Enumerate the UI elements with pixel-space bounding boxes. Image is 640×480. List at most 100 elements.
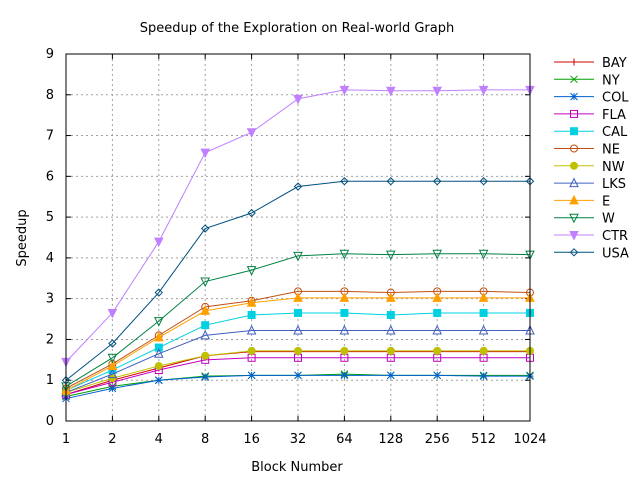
point-nw bbox=[386, 346, 395, 355]
point-usa bbox=[154, 288, 164, 297]
line-nw bbox=[65, 350, 530, 393]
point-lks bbox=[385, 324, 396, 335]
legend-label-e: E bbox=[602, 194, 610, 209]
point-col bbox=[154, 376, 163, 385]
point-w bbox=[385, 250, 396, 261]
point-nw bbox=[340, 346, 349, 355]
series-ctr bbox=[61, 85, 535, 368]
point-col bbox=[294, 371, 302, 380]
legend-marker-fla bbox=[570, 109, 578, 118]
point-nw bbox=[247, 346, 256, 355]
y-tick-label: 1 bbox=[46, 373, 54, 388]
point-w bbox=[478, 249, 489, 260]
point-ctr bbox=[107, 308, 118, 319]
point-ctr bbox=[246, 128, 257, 138]
series-w bbox=[61, 249, 535, 392]
line-usa bbox=[65, 180, 530, 381]
legend-item-ctr: CTR bbox=[554, 229, 628, 244]
legend: BAY NY COL FLA CAL NE NW LKS EW CTR USA bbox=[554, 56, 629, 261]
legend-label-w: W bbox=[602, 212, 615, 227]
point-lks bbox=[478, 324, 489, 335]
legend-label-col: COL bbox=[602, 91, 629, 106]
point-e bbox=[107, 360, 118, 370]
line-w bbox=[65, 253, 531, 387]
legend-marker-ny bbox=[570, 75, 578, 84]
point-col bbox=[108, 384, 117, 393]
point-e bbox=[246, 297, 257, 307]
legend-item-nw: NW bbox=[554, 160, 625, 175]
point-lks bbox=[246, 324, 257, 335]
series-col bbox=[62, 371, 534, 403]
y-tick-label: 2 bbox=[46, 332, 54, 347]
point-e bbox=[385, 292, 396, 302]
legend-marker-usa bbox=[569, 248, 579, 257]
point-w bbox=[432, 249, 443, 260]
series-nw bbox=[62, 346, 534, 397]
legend-label-ny: NY bbox=[602, 73, 620, 88]
x-tick-label: 2 bbox=[108, 432, 116, 447]
x-tick-label: 128 bbox=[378, 432, 403, 447]
point-usa bbox=[432, 177, 442, 186]
y-axis-label: Speedup bbox=[15, 209, 30, 266]
point-w bbox=[200, 277, 211, 288]
point-usa bbox=[108, 339, 117, 348]
point-w bbox=[107, 353, 118, 364]
grid bbox=[66, 54, 530, 421]
legend-item-ny: NY bbox=[554, 73, 620, 88]
point-cal bbox=[201, 321, 210, 330]
point-cal bbox=[247, 310, 256, 319]
plot-frame bbox=[65, 53, 531, 422]
y-tick-label: 8 bbox=[46, 88, 54, 103]
point-col bbox=[247, 371, 256, 380]
point-cal bbox=[340, 308, 349, 317]
point-ctr bbox=[339, 85, 350, 96]
legend-marker-cal bbox=[570, 127, 578, 136]
point-ctr bbox=[478, 85, 489, 96]
x-axis-label: Block Number bbox=[251, 460, 343, 475]
legend-marker-e bbox=[569, 194, 579, 205]
legend-label-lks: LKS bbox=[602, 177, 626, 192]
point-nw bbox=[154, 361, 163, 370]
point-col bbox=[340, 371, 349, 380]
point-cal bbox=[154, 343, 163, 352]
series-e bbox=[61, 292, 535, 395]
x-tick-label: 32 bbox=[290, 432, 307, 447]
point-lks bbox=[200, 329, 211, 340]
line-fla bbox=[65, 357, 530, 395]
point-e bbox=[432, 292, 443, 302]
legend-item-ne: NE bbox=[554, 143, 620, 158]
point-usa bbox=[479, 177, 488, 186]
point-ctr bbox=[200, 148, 211, 159]
x-tick-label: 256 bbox=[425, 432, 450, 447]
legend-label-bay: BAY bbox=[602, 56, 627, 71]
point-usa bbox=[293, 182, 303, 191]
point-lks bbox=[432, 324, 443, 335]
x-tick-label: 64 bbox=[336, 432, 353, 447]
point-lks bbox=[153, 348, 164, 358]
point-col bbox=[386, 371, 395, 380]
legend-item-usa: USA bbox=[554, 246, 629, 261]
y-tick-label: 5 bbox=[46, 210, 54, 225]
y-tick-label: 3 bbox=[46, 292, 54, 307]
point-nw bbox=[108, 374, 117, 383]
legend-label-nw: NW bbox=[602, 160, 625, 175]
legend-marker-lks bbox=[569, 177, 579, 188]
point-e bbox=[200, 305, 211, 315]
legend-item-bay: BAY bbox=[554, 56, 627, 71]
point-cal bbox=[433, 308, 442, 317]
legend-label-fla: FLA bbox=[602, 108, 626, 123]
point-w bbox=[153, 317, 164, 327]
legend-label-cal: CAL bbox=[602, 125, 628, 140]
point-w bbox=[293, 251, 303, 262]
point-usa bbox=[200, 224, 210, 233]
series-group bbox=[61, 85, 535, 403]
legend-item-e: E bbox=[554, 194, 610, 209]
point-ctr bbox=[293, 94, 303, 105]
legend-label-ne: NE bbox=[602, 143, 620, 158]
point-e bbox=[293, 292, 303, 302]
point-cal bbox=[294, 308, 302, 317]
point-lks bbox=[339, 324, 350, 335]
x-tick-label: 4 bbox=[155, 432, 163, 447]
